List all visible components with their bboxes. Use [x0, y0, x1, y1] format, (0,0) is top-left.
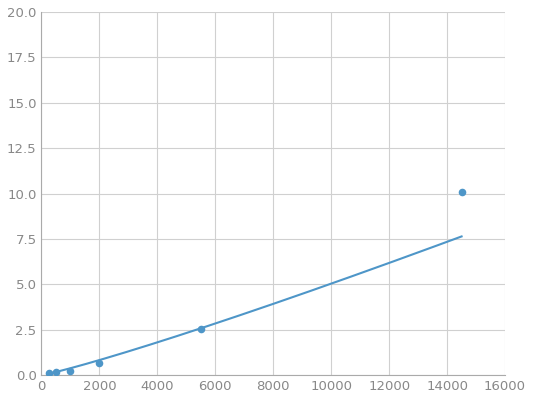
Point — [44, 370, 53, 376]
Point — [66, 368, 75, 374]
Point — [95, 360, 103, 366]
Point — [457, 188, 466, 195]
Point — [52, 369, 60, 375]
Point — [197, 326, 205, 332]
